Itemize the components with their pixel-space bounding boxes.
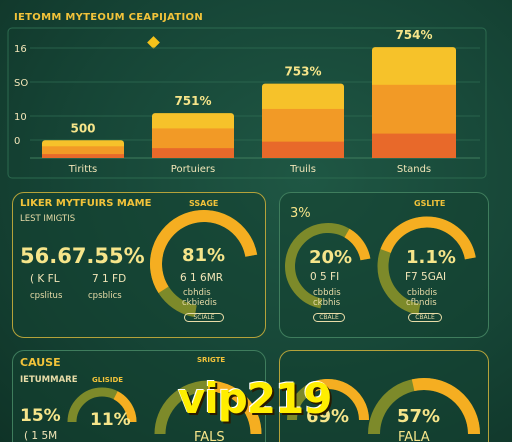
gauge-fill (150, 210, 258, 294)
panel4-gauge2-value: 57% (397, 406, 441, 427)
category-label: Tiritts (68, 164, 98, 175)
chart-frame (7, 27, 487, 179)
chart-title: IETOMM MYTEOUM CEAPIJATION (14, 12, 204, 23)
bar-value-label: 751% (174, 94, 211, 108)
gauge-fill (411, 378, 480, 435)
gauge-label: SSAGE (189, 199, 219, 208)
bar-segment-bottom (372, 133, 456, 158)
gauge1-tiny-1: cbbdis (313, 288, 341, 298)
bar-segment-mid (42, 146, 124, 158)
gauge-fill (113, 391, 137, 423)
bar-value-label: 500 (70, 121, 95, 135)
panel3-heading: CAUSE (20, 356, 61, 369)
panel3-gauge1-value: 11% (90, 410, 131, 430)
y-tick-label: 16 (14, 44, 27, 55)
panel-heading: LIKER MYTFUIRS MAME (20, 198, 152, 209)
gauge1-sub: 0 5 FI (310, 271, 340, 283)
scale-pill: SCIALE (184, 313, 224, 322)
gauge1-tiny-2: ckbhis (313, 298, 341, 308)
panel-sub-left: ( K FL (30, 273, 60, 285)
gauge-fill (344, 228, 371, 261)
panel3-subheading: IETUMMARE (20, 375, 78, 385)
gauge-fill (207, 380, 262, 435)
gauge2-tiny-2: cfbndis (406, 298, 437, 308)
corner-value: 3% (290, 206, 311, 221)
gauge-11 (377, 216, 476, 315)
bar-portuiers (152, 113, 234, 158)
y-tick-label: 10 (14, 112, 27, 123)
panel3-left-value: 15% (20, 406, 61, 426)
panel-big-value: 56.67.55% (20, 244, 145, 268)
gauge-bottom-mid (154, 380, 262, 435)
bar-tiritts (42, 140, 124, 158)
gauge1-pill: CBALE (313, 313, 345, 322)
gauge-20 (285, 223, 371, 309)
bar-value-label: 754% (395, 28, 432, 42)
category-label: Portuiers (171, 164, 215, 175)
panel3-left-sub: ( 1 5M (24, 430, 58, 442)
panel-tiny-right: cpsblics (88, 291, 122, 301)
bar-segment-bottom (152, 148, 234, 158)
gauge2-value: 1.1% (406, 247, 456, 268)
gauge2-sub: F7 5GAI (405, 271, 447, 283)
bar-segment-bottom (262, 141, 344, 158)
gauge1-value: 20% (309, 247, 353, 268)
panel4-gauge2-sub: FALA (398, 430, 430, 442)
category-label: Stands (397, 164, 431, 175)
panel-bottom-left (12, 350, 266, 442)
gauge-69 (287, 379, 369, 421)
gauge-small-11 (67, 387, 137, 423)
bar-segment-bottom (42, 154, 124, 158)
gauge-fill (380, 216, 476, 260)
gauge2-tiny-1: cbibdis (407, 288, 438, 298)
category-label: Truils (289, 164, 316, 175)
gauge-tiny-2: ckbiedis (182, 298, 217, 308)
gauge-81 (150, 210, 258, 318)
panel4-gauge1-value: 69% (306, 406, 350, 427)
gauge-57 (368, 378, 480, 435)
panel-tiny-left: cpslitus (30, 291, 63, 301)
bar-value-label: 753% (284, 65, 321, 79)
gauge-fill (304, 379, 369, 421)
gauge2-pill: CBALE (408, 313, 442, 322)
bar-truils (262, 83, 344, 158)
panel-sub-right: 7 1 FD (92, 273, 127, 285)
bar-stands (372, 47, 456, 158)
gauge-tiny-1: cbhdis (183, 288, 211, 298)
bar-chart: 16 SO 10 0 500 Tiritts 751% Portuiers 753% Truils… (7, 27, 487, 179)
panel3-gauge1-label: GLISIDE (92, 376, 124, 384)
y-tick-label: 0 (14, 136, 20, 147)
gauge-sub: 6 1 6MR (180, 272, 224, 284)
gauge2-label: GSLITE (414, 199, 446, 208)
panel-subheading: LEST IMIGTIS (20, 214, 76, 224)
panel3-gauge2-label: SRIGTE (197, 356, 226, 364)
panel3-gauge2-sub: FALS (194, 430, 225, 442)
gauge-value: 81% (182, 245, 226, 266)
y-tick-label: SO (14, 78, 28, 89)
watermark: vip219 (178, 374, 333, 423)
